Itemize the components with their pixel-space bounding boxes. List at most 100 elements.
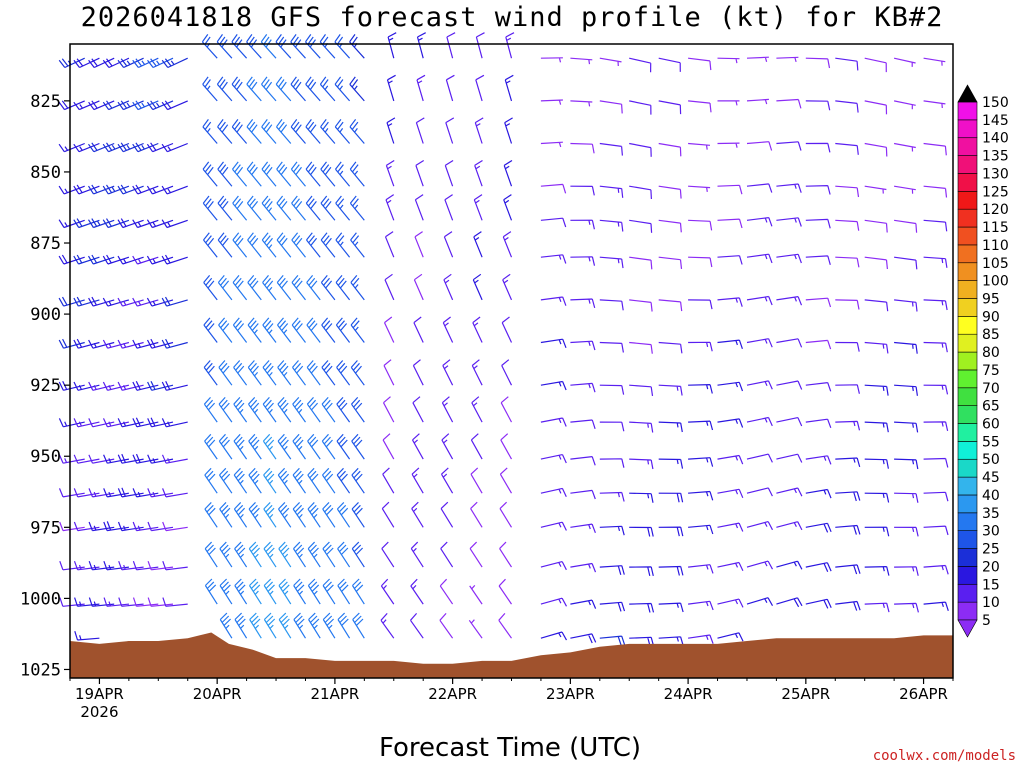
wind-barb (864, 421, 889, 433)
wind-barb (231, 34, 248, 59)
wind-barb (688, 524, 714, 535)
wind-barb (923, 142, 947, 156)
wind-barb (73, 338, 100, 349)
wind-barb (469, 584, 483, 605)
x-tick-label: 21APR (310, 685, 359, 703)
wind-barb (132, 453, 159, 464)
wind-barb (320, 195, 336, 221)
wind-barb (502, 273, 513, 301)
wind-barb (805, 598, 832, 609)
wind-barb (472, 273, 483, 301)
wind-barb (305, 119, 321, 144)
colorbar-label: 80 (982, 345, 1000, 361)
wind-barb (308, 612, 321, 639)
wind-barb (204, 578, 218, 605)
colorbar-label: 65 (982, 399, 1000, 415)
wind-barb (746, 56, 769, 62)
wind-barb (336, 501, 351, 528)
wind-barb (475, 74, 485, 102)
wind-barb (386, 74, 396, 102)
wind-barb (306, 396, 321, 423)
wind-barb (161, 338, 188, 349)
wind-barb (776, 98, 802, 109)
wind-barb (629, 421, 654, 433)
wind-barb (305, 34, 321, 59)
wind-barb (688, 142, 711, 150)
colorbar-cell (957, 155, 978, 174)
wind-barb (893, 57, 916, 67)
wind-barb (263, 467, 277, 494)
wind-barb (351, 433, 365, 460)
y-tick-label: 875 (30, 234, 61, 254)
wind-barb (263, 541, 277, 568)
wind-barb (776, 296, 803, 306)
wind-barb (74, 631, 100, 641)
wind-barb (923, 341, 948, 353)
wind-barb (570, 298, 596, 309)
colorbar-label: 95 (982, 291, 1000, 307)
colorbar-label: 35 (982, 506, 1000, 522)
wind-barb (88, 560, 115, 571)
wind-barb (894, 185, 916, 194)
colorbar-cell (957, 226, 978, 246)
wind-barb (292, 433, 306, 460)
wind-barb (204, 541, 218, 568)
wind-barb (412, 396, 424, 423)
wind-barb (776, 217, 802, 227)
wind-barb (349, 119, 365, 144)
wind-barb (688, 457, 714, 467)
wind-barb (232, 275, 248, 301)
wind-barb (162, 597, 188, 607)
wind-barb (349, 161, 365, 187)
wind-barb (540, 254, 567, 264)
wind-barb (322, 578, 336, 605)
wind-barb (470, 467, 483, 494)
wind-barb (387, 32, 397, 59)
x-tick-label: 22APR (428, 685, 477, 703)
wind-barb (216, 34, 233, 59)
wind-barb (923, 491, 949, 502)
wind-barb (262, 433, 277, 460)
wind-barb (658, 142, 682, 157)
colorbar-label: 60 (982, 417, 1000, 433)
wind-barb (440, 501, 454, 528)
wind-barb (658, 219, 682, 233)
wind-barb (233, 360, 248, 386)
wind-barb (540, 57, 563, 63)
wind-barb (504, 74, 514, 102)
wind-barb (161, 254, 188, 265)
wind-barb (471, 396, 483, 423)
wind-barb (132, 100, 159, 111)
wind-barb (658, 565, 684, 576)
wind-barb (835, 491, 861, 502)
wind-barb (540, 183, 567, 194)
wind-barb (263, 612, 277, 639)
wind-barb (805, 455, 832, 465)
wind-barb (132, 219, 159, 229)
wind-barb (232, 195, 248, 221)
wind-barb (305, 195, 321, 221)
wind-barb (540, 338, 567, 349)
wind-barb (442, 316, 454, 343)
wind-barb (88, 142, 115, 153)
source-credit[interactable]: coolwx.com/models (872, 748, 1016, 764)
wind-barb (446, 32, 456, 59)
wind-barb (658, 299, 683, 312)
wind-barb (218, 360, 233, 386)
wind-barb (277, 467, 292, 494)
wind-barb (599, 458, 625, 468)
wind-barb (88, 381, 115, 391)
wind-barb (350, 232, 365, 258)
wind-barb (717, 488, 744, 499)
wind-barb (233, 433, 248, 460)
wind-barb (658, 421, 683, 433)
wind-barb (599, 256, 624, 269)
wind-barb (894, 602, 919, 613)
wind-barb (278, 541, 292, 568)
wind-barb (292, 396, 306, 423)
wind-barb (248, 578, 262, 605)
colorbar-label: 105 (982, 256, 1009, 272)
wind-barb (231, 119, 248, 144)
x-tick-label: 20APR (193, 685, 242, 703)
